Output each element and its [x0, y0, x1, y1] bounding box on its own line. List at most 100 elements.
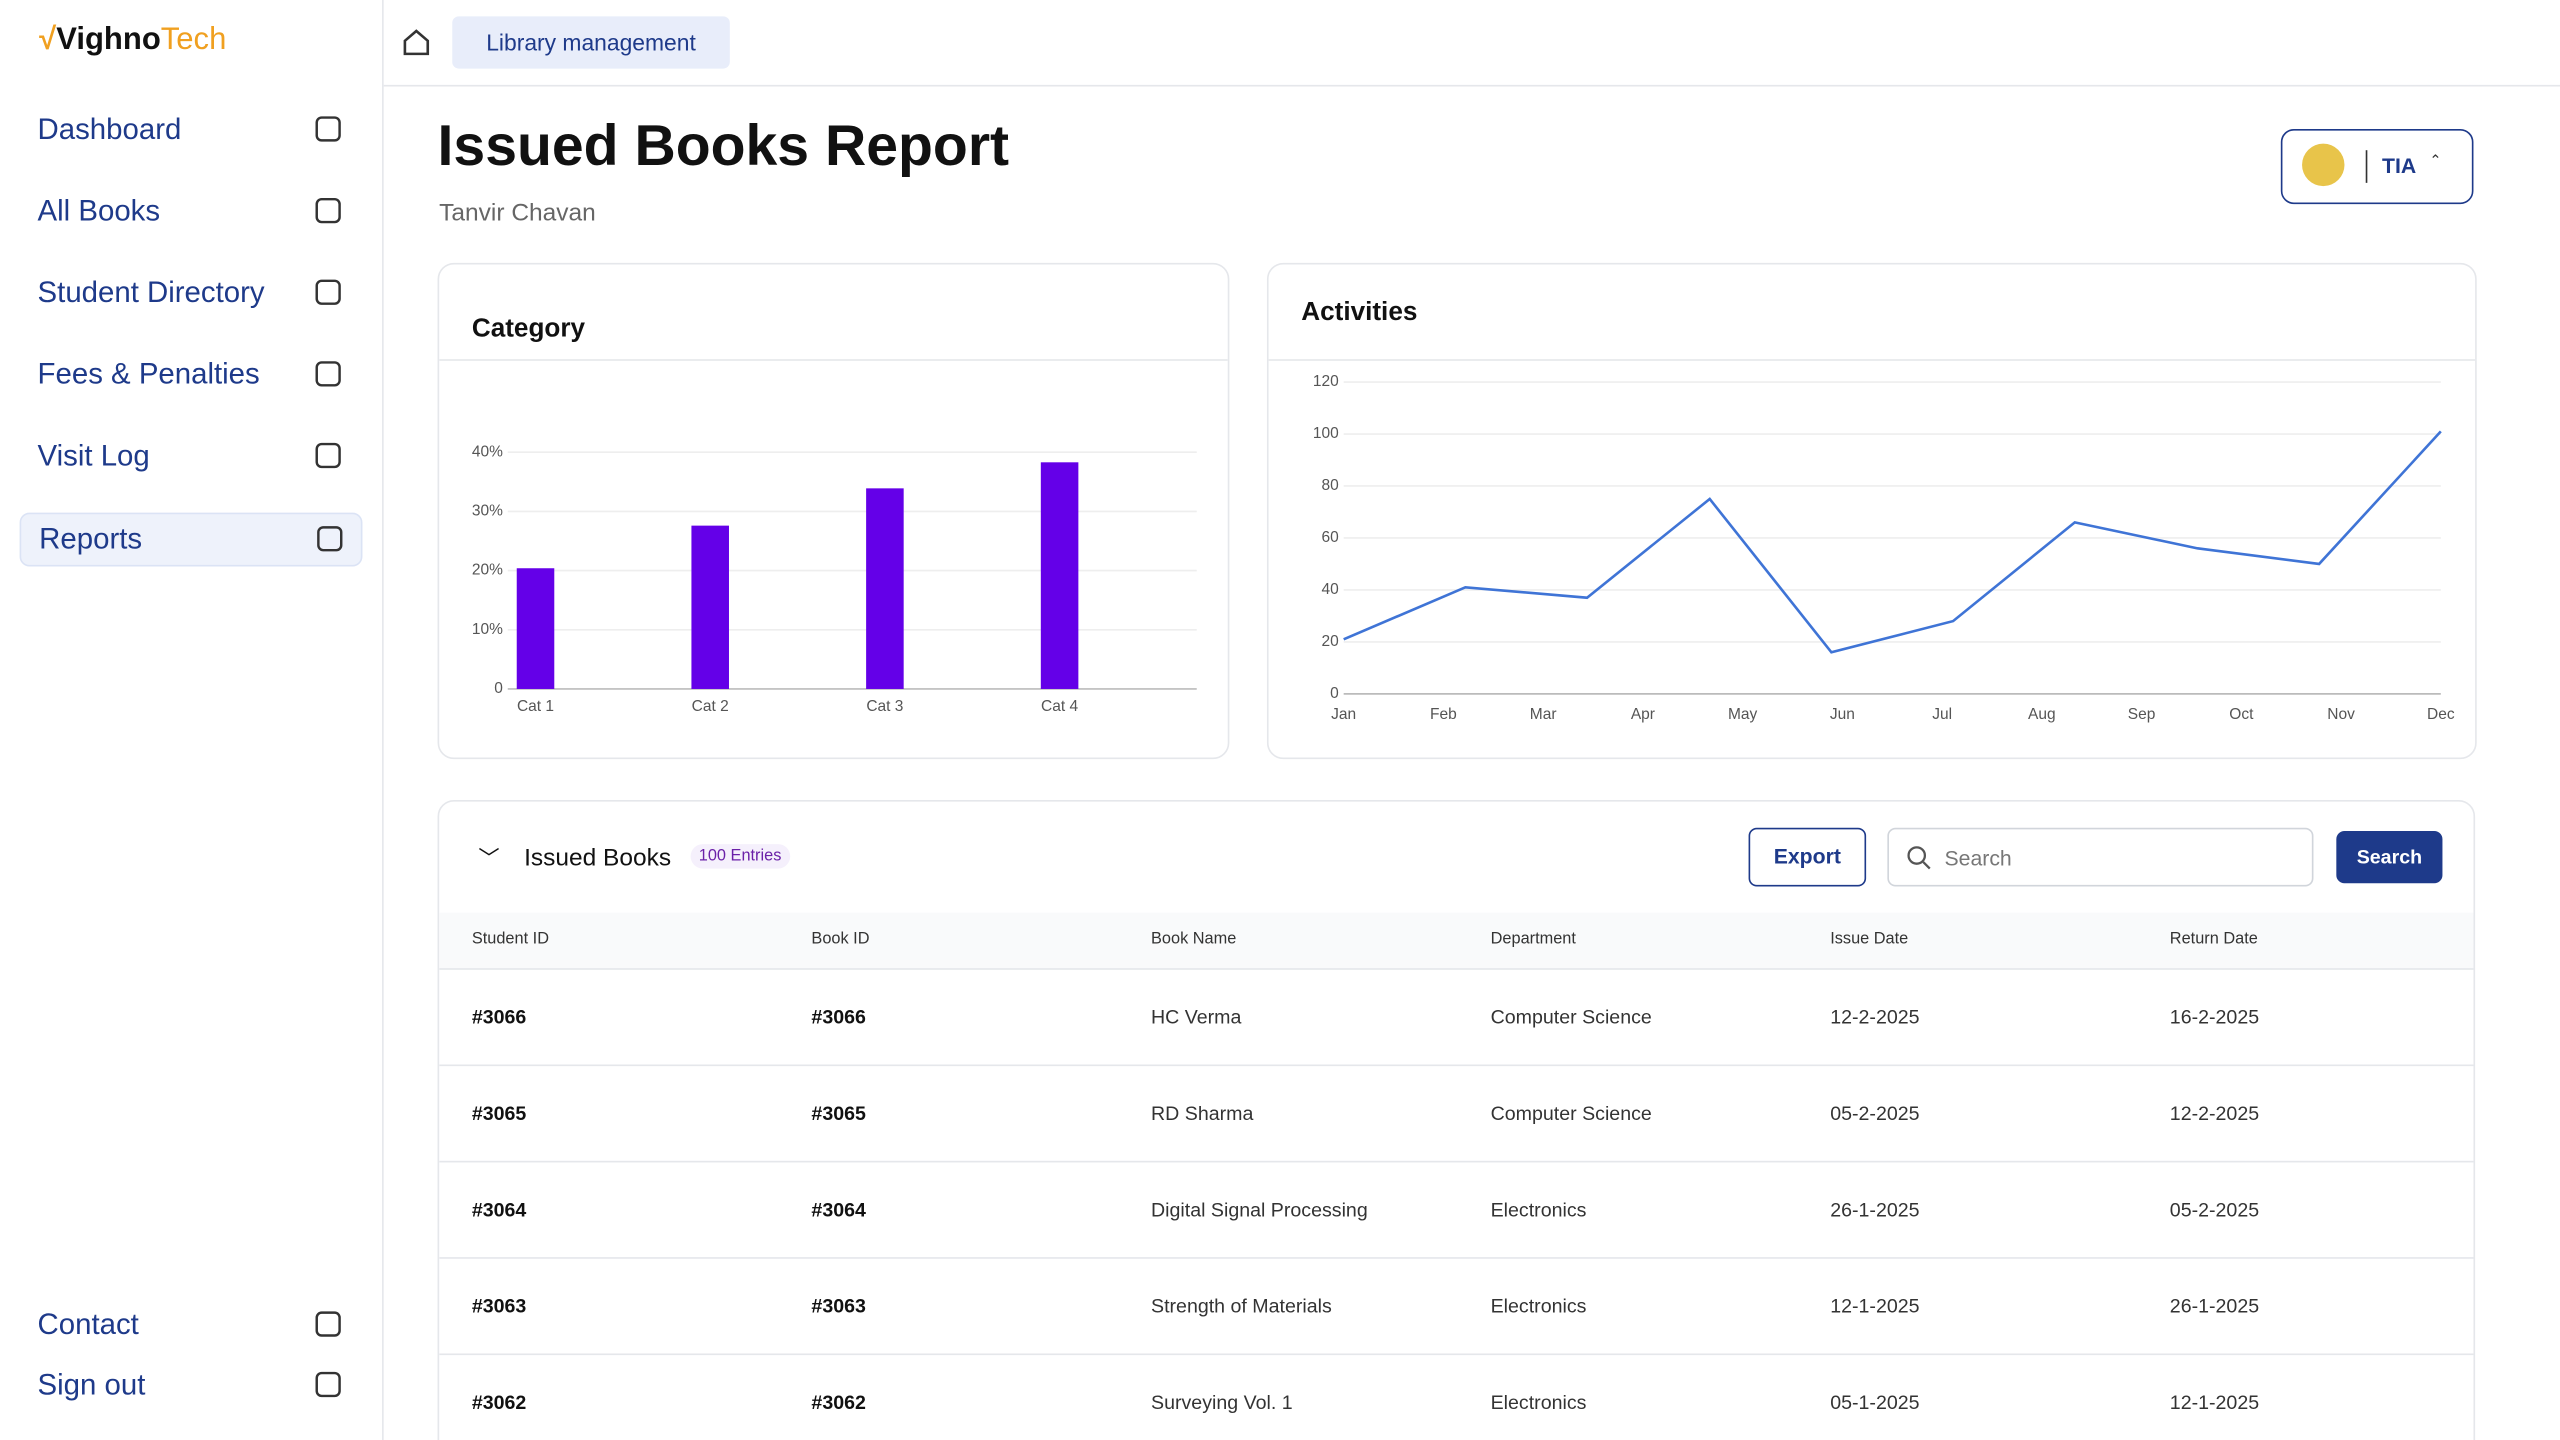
topbar: Library management	[383, 0, 2560, 87]
x-tick-label: Cat 1	[517, 698, 554, 715]
nav-label: Reports	[39, 522, 143, 556]
nav-label: Dashboard	[37, 112, 182, 146]
table-cell: Electronics	[1490, 1198, 1587, 1222]
column-header: Return Date	[2169, 930, 2258, 949]
x-tick-label: Cat 4	[1041, 698, 1078, 715]
brand-mark: √	[39, 22, 57, 58]
x-tick-label: Sep	[2128, 706, 2156, 723]
nav-label: Sign out	[37, 1368, 146, 1401]
chart-title: Category	[471, 315, 586, 343]
divider	[1268, 359, 2476, 361]
collapse-icon[interactable]: ﹀	[478, 845, 500, 871]
nav-label: Visit Log	[37, 439, 150, 472]
y-tick-label: 20%	[472, 562, 503, 579]
bar-chart: 0 10% 20% 30% 40% Cat 1 Cat 2 Cat 3 Cat 4	[472, 443, 1197, 715]
home-icon[interactable]	[400, 26, 433, 59]
table-card: ﹀ Issued Books 100 Entries Export Search…	[437, 799, 2476, 1440]
brand-name: Vighno	[56, 22, 161, 58]
table-cell: 05-2-2025	[1830, 1102, 1920, 1125]
table-cell: #3065	[811, 1102, 866, 1125]
org-name: TIA	[2382, 153, 2417, 178]
column-header: Book ID	[811, 930, 870, 949]
row-divider	[439, 1353, 2474, 1356]
nav-label: Fees & Penalties	[37, 357, 260, 391]
table-cell: Computer Science	[1490, 1102, 1652, 1125]
page-title: Issued Books Report	[437, 114, 1010, 178]
nav-item[interactable]: Reports	[19, 512, 363, 567]
column-header: Issue Date	[1830, 930, 1909, 949]
nav-item[interactable]: Student Directory	[20, 268, 360, 319]
x-tick-label: Nov	[2327, 706, 2355, 723]
x-tick-label: Aug	[2028, 706, 2056, 723]
y-tick-label: 10%	[472, 621, 503, 638]
search-input[interactable]: Search	[1887, 827, 2314, 887]
icon-shape	[315, 116, 341, 142]
bar	[866, 488, 904, 689]
table-cell: RD Sharma	[1151, 1102, 1254, 1125]
x-tick-label: Jul	[1932, 706, 1952, 723]
search-icon	[1907, 846, 1931, 870]
row-divider	[439, 1160, 2474, 1163]
table-cell: #3062	[471, 1391, 527, 1414]
table-cell: #3065	[471, 1102, 527, 1125]
x-tick-label: Dec	[2427, 706, 2455, 723]
table-cell: 12-1-2025	[2169, 1391, 2260, 1414]
table-cell: HC Verma	[1151, 1005, 1242, 1029]
x-tick-label: Apr	[1631, 706, 1655, 723]
sidebar: √VighnoTech Dashboard All Books Student Di…	[0, 0, 384, 1440]
bar	[691, 525, 729, 689]
x-tick-label: Jan	[1331, 706, 1356, 723]
divider	[2365, 150, 2368, 183]
org-logo	[2302, 143, 2345, 187]
column-header: Book Name	[1151, 930, 1237, 949]
activities-card: Activities 0 20 40 60 80 100 120 Jan Feb Mar Apr Ma…	[1266, 262, 2477, 760]
icon-shape	[315, 1371, 341, 1398]
line-chart: 0 20 40 60 80 100 120 Jan Feb Mar Apr May Jun Jul Aug S…	[1313, 373, 2455, 723]
row-divider	[439, 1257, 2474, 1259]
y-tick-label: 120	[1313, 373, 1339, 390]
entries-badge: 100 Entries	[690, 844, 790, 869]
y-tick-label: 60	[1322, 529, 1340, 546]
column-header: Department	[1490, 930, 1576, 949]
table-cell: Electronics	[1490, 1391, 1587, 1414]
bar	[1040, 462, 1079, 689]
table-cell: Electronics	[1490, 1294, 1587, 1318]
y-tick-label: 30%	[472, 503, 503, 520]
table-cell: #3063	[471, 1294, 527, 1318]
table-title: Issued Books	[524, 844, 672, 872]
icon-shape	[317, 526, 343, 552]
nav-label: Contact	[37, 1307, 139, 1341]
nav-icon	[315, 116, 341, 142]
nav-icon	[315, 1311, 341, 1337]
divider	[439, 359, 1228, 361]
table-cell: 16-2-2025	[2169, 1005, 2260, 1029]
export-button[interactable]: Export	[1748, 827, 1867, 887]
nav-item[interactable]: Dashboard	[20, 104, 360, 155]
table-cell: #3062	[811, 1391, 866, 1414]
x-tick-label: May	[1728, 706, 1758, 723]
table-cell: Digital Signal Processing	[1151, 1198, 1368, 1222]
x-tick-label: Oct	[2229, 706, 2254, 723]
nav-item[interactable]: All Books	[20, 186, 360, 237]
icon-shape	[315, 442, 341, 469]
search-button[interactable]: Search	[2336, 831, 2443, 884]
nav-icon	[315, 361, 341, 387]
breadcrumb[interactable]: Library management	[452, 16, 730, 69]
org-switcher[interactable]: TIA ⌃	[2280, 128, 2474, 205]
table-cell: 26-1-2025	[2169, 1294, 2260, 1318]
table-cell: Computer Science	[1490, 1005, 1652, 1029]
y-tick-label: 20	[1322, 633, 1340, 650]
x-tick-label: Cat 3	[866, 698, 903, 715]
nav-item[interactable]: Fees & Penalties	[20, 349, 360, 400]
nav-item[interactable]: Contact	[20, 1300, 360, 1351]
nav-item[interactable]: Sign out	[20, 1360, 360, 1411]
table-cell: Strength of Materials	[1151, 1294, 1332, 1318]
x-tick-label: Cat 2	[692, 698, 729, 715]
icon-shape	[315, 279, 341, 305]
nav-label: Student Directory	[37, 275, 265, 309]
nav-item[interactable]: Visit Log	[20, 431, 360, 482]
table-cell: 05-1-2025	[1830, 1391, 1920, 1414]
x-tick-label: Feb	[1430, 706, 1457, 723]
